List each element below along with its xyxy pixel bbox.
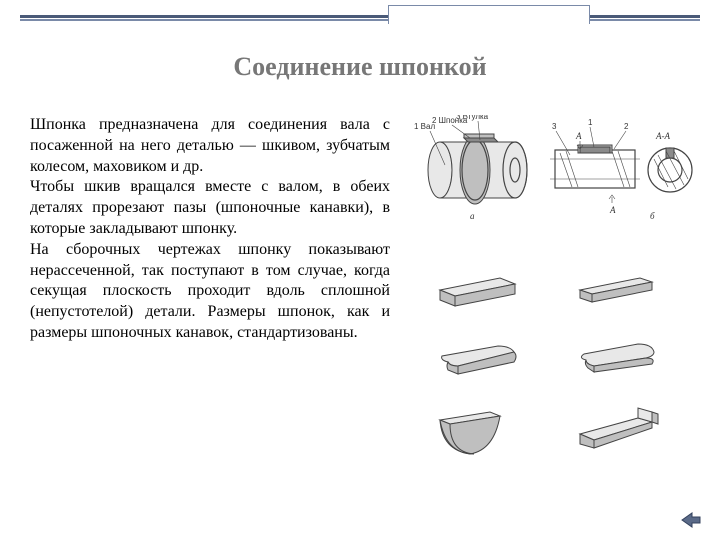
mark-AA: А-А — [655, 131, 670, 141]
body-text: Шпонка предназначена для соединения вала… — [30, 115, 390, 344]
key-rounded-one — [442, 346, 516, 374]
mark-A-2: А — [609, 205, 616, 215]
key-rounded-both — [581, 344, 654, 372]
ortho-views: 3 1 2 А А А-А б — [550, 118, 692, 221]
key-rect-narrow — [580, 278, 652, 302]
num-2: 2 — [624, 122, 629, 131]
key-taper — [580, 408, 658, 448]
paragraph-3: На сборочных чертежах шпонку показывают … — [30, 240, 390, 344]
num-3: 3 — [552, 122, 557, 131]
label-a: а — [470, 211, 475, 221]
label-b: б — [650, 211, 655, 221]
page-title: Соединение шпонкой — [0, 52, 720, 82]
callout-3: 3 Втулка — [456, 115, 489, 121]
iso-cylinder: а 1 Вал 2 Шпонка 3 Втулка — [414, 115, 527, 221]
back-nav-icon[interactable] — [678, 510, 702, 530]
diagram-area: а 1 Вал 2 Шпонка 3 Втулка 3 — [410, 115, 695, 475]
paragraph-2: Чтобы шкив вращался вместе с валом, в об… — [30, 177, 390, 239]
header-line-2 — [20, 19, 700, 21]
key-rect — [440, 278, 515, 306]
num-1: 1 — [588, 118, 593, 127]
header-line-1 — [20, 15, 700, 18]
assembly-drawings: а 1 Вал 2 Шпонка 3 Втулка 3 — [410, 115, 695, 225]
mark-A-1: А — [575, 131, 582, 141]
header-box — [388, 5, 590, 24]
key-types — [410, 260, 695, 470]
header-deco — [0, 0, 720, 30]
paragraph-1: Шпонка предназначена для соединения вала… — [30, 115, 390, 177]
key-woodruff — [440, 412, 500, 454]
